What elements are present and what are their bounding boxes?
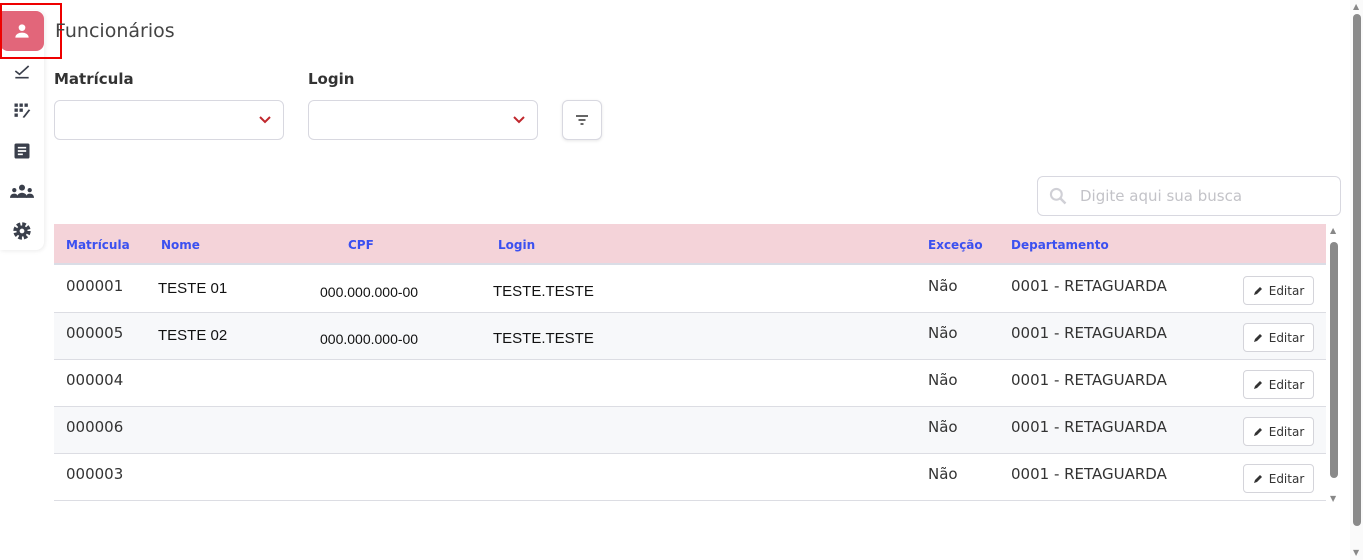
col-excecao[interactable]: Exceção	[928, 238, 983, 252]
sidebar	[0, 10, 44, 250]
cell-cpf: 000.000.000-00	[320, 284, 419, 300]
cell-matricula: 000003	[66, 465, 124, 483]
edit-button[interactable]: Editar	[1243, 417, 1314, 446]
document-icon	[14, 143, 30, 159]
cell-matricula: 000004	[66, 371, 124, 389]
col-login[interactable]: Login	[498, 238, 536, 252]
login-label: Login	[308, 70, 355, 88]
user-icon	[15, 24, 29, 38]
cell-cpf: 000.000.000-00	[320, 331, 419, 347]
cell-excecao: Não	[928, 465, 958, 483]
search-box	[1037, 176, 1341, 216]
search-icon	[1049, 187, 1067, 205]
cell-departamento: 0001 - RETAGUARDA	[1011, 465, 1167, 483]
cell-excecao: Não	[928, 277, 958, 295]
pencil-icon	[1253, 474, 1262, 483]
edit-label: Editar	[1268, 377, 1305, 392]
chevron-down-icon	[259, 116, 271, 124]
cell-login: TESTE.TESTE	[493, 283, 594, 300]
edit-button[interactable]: Editar	[1243, 370, 1314, 399]
edit-label: Editar	[1268, 424, 1305, 439]
table-scrollbar[interactable]: ▲ ▼	[1330, 226, 1338, 503]
cell-excecao: Não	[928, 371, 958, 389]
check-icon	[14, 65, 30, 79]
table-header: Matrícula Nome CPF Login Exceção Departa…	[54, 224, 1326, 265]
edit-label: Editar	[1268, 330, 1305, 345]
cell-nome: TESTE 02	[158, 327, 228, 344]
cell-departamento: 0001 - RETAGUARDA	[1011, 277, 1167, 295]
cell-matricula: 000001	[66, 277, 124, 295]
col-matricula[interactable]: Matrícula	[66, 238, 130, 252]
col-nome[interactable]: Nome	[161, 238, 200, 252]
cell-login: TESTE.TESTE	[493, 330, 594, 347]
cell-excecao: Não	[928, 418, 958, 436]
chevron-down-icon	[513, 116, 525, 124]
cell-matricula: 000006	[66, 418, 124, 436]
cell-departamento: 0001 - RETAGUARDA	[1011, 324, 1167, 342]
login-select[interactable]	[308, 100, 538, 140]
page-scrollbar[interactable]: ▲ ▼	[1350, 0, 1363, 560]
col-departamento[interactable]: Departamento	[1011, 238, 1109, 252]
filter-button[interactable]	[562, 100, 602, 140]
table-row: 000001 TESTE 01 000.000.000-00 TESTE.TES…	[54, 266, 1326, 313]
cell-nome: TESTE 01	[158, 280, 228, 297]
sidebar-item-funcionarios[interactable]	[0, 11, 44, 51]
edit-button[interactable]: Editar	[1243, 276, 1314, 305]
table-row: 000005 TESTE 02 000.000.000-00 TESTE.TES…	[54, 313, 1326, 360]
matricula-select[interactable]	[54, 100, 284, 140]
pencil-icon	[1253, 333, 1262, 342]
cell-matricula: 000005	[66, 324, 124, 342]
grid-edit-icon	[14, 103, 31, 118]
table-row: 000003 Não 0001 - RETAGUARDA Editar	[54, 454, 1326, 501]
col-cpf[interactable]: CPF	[348, 238, 374, 252]
sidebar-item-grid[interactable]	[0, 91, 44, 131]
search-input[interactable]	[1080, 187, 1320, 205]
cell-departamento: 0001 - RETAGUARDA	[1011, 418, 1167, 436]
matricula-label: Matrícula	[54, 70, 134, 88]
edit-label: Editar	[1268, 283, 1305, 298]
filter-icon	[576, 115, 588, 125]
page-title: Funcionários	[55, 20, 175, 42]
table-row: 000006 Não 0001 - RETAGUARDA Editar	[54, 407, 1326, 454]
gear-icon	[13, 222, 31, 240]
pencil-icon	[1253, 286, 1262, 295]
group-icon	[10, 184, 34, 198]
edit-button[interactable]: Editar	[1243, 464, 1314, 493]
sidebar-item-group[interactable]	[0, 171, 44, 211]
sidebar-item-check[interactable]	[0, 51, 44, 91]
pencil-icon	[1253, 380, 1262, 389]
sidebar-item-document[interactable]	[0, 131, 44, 171]
cell-departamento: 0001 - RETAGUARDA	[1011, 371, 1167, 389]
pencil-icon	[1253, 427, 1262, 436]
edit-label: Editar	[1268, 471, 1305, 486]
sidebar-item-settings[interactable]	[0, 211, 44, 251]
cell-excecao: Não	[928, 324, 958, 342]
edit-button[interactable]: Editar	[1243, 323, 1314, 352]
table-row: 000004 Não 0001 - RETAGUARDA Editar	[54, 360, 1326, 407]
